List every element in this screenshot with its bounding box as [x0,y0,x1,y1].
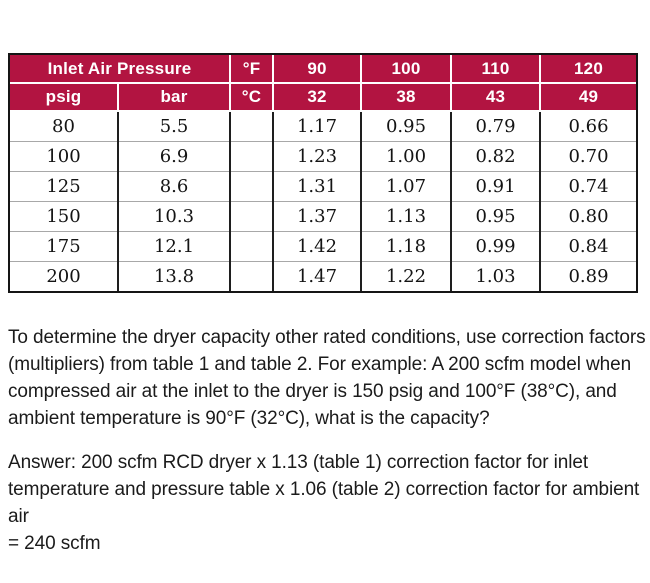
cell-factor: 1.13 [360,200,452,231]
cell-bar: 5.5 [116,111,231,141]
header-temp-c-32: 32 [272,83,362,112]
cell-bar: 8.6 [116,170,231,201]
header-celsius-label: °C [229,83,274,112]
cell-factor: 1.47 [272,260,362,291]
header-bar-label: bar [116,83,231,112]
cell-factor: 1.03 [450,260,541,291]
table-row: 150 10.3 1.37 1.13 0.95 0.80 [10,200,637,231]
header-psig-label: psig [10,83,118,112]
table-header-row-units-c: psig bar °C 32 38 43 49 [10,83,637,112]
cell-factor: 0.99 [450,230,541,261]
table-body: 80 5.5 1.17 0.95 0.79 0.66 100 6.9 1.23 … [10,111,637,291]
answer-paragraph: Answer: 200 scfm RCD dryer x 1.13 (table… [8,449,648,557]
header-inlet-air-pressure: Inlet Air Pressure [10,55,231,84]
cell-bar: 6.9 [116,140,231,171]
cell-blank [229,260,274,291]
cell-factor: 1.22 [360,260,452,291]
header-temp-c-43: 43 [450,83,541,112]
cell-factor: 0.80 [539,200,637,231]
cell-blank [229,200,274,231]
cell-factor: 1.07 [360,170,452,201]
cell-factor: 1.31 [272,170,362,201]
cell-factor: 0.66 [539,111,637,141]
table-row: 100 6.9 1.23 1.00 0.82 0.70 [10,140,637,171]
cell-bar: 10.3 [116,200,231,231]
correction-factor-table: Inlet Air Pressure °F 90 100 110 120 psi… [8,53,638,293]
question-line: To determine the dryer capacity other ra… [8,327,646,348]
cell-factor: 1.23 [272,140,362,171]
cell-blank [229,230,274,261]
cell-psig: 150 [10,200,118,231]
cell-bar: 13.8 [116,260,231,291]
cell-factor: 0.82 [450,140,541,171]
answer-line: = 240 scfm [8,533,101,554]
header-temp-f-110: 110 [450,55,541,84]
cell-factor: 0.95 [360,111,452,141]
cell-factor: 0.70 [539,140,637,171]
cell-psig: 100 [10,140,118,171]
question-line: (multipliers) from table 1 and table 2. … [8,354,632,375]
cell-psig: 175 [10,230,118,261]
table-row: 175 12.1 1.42 1.18 0.99 0.84 [10,230,637,261]
header-temp-c-38: 38 [360,83,452,112]
table-row: 125 8.6 1.31 1.07 0.91 0.74 [10,170,637,201]
cell-factor: 1.00 [360,140,452,171]
cell-psig: 125 [10,170,118,201]
table-row: 80 5.5 1.17 0.95 0.79 0.66 [10,111,637,141]
header-fahrenheit-label: °F [229,55,274,84]
cell-psig: 200 [10,260,118,291]
cell-factor: 0.91 [450,170,541,201]
answer-line: temperature and pressure table x 1.06 (t… [8,479,640,527]
cell-factor: 0.95 [450,200,541,231]
answer-line: Answer: 200 scfm RCD dryer x 1.13 (table… [8,452,589,473]
cell-bar: 12.1 [116,230,231,261]
cell-factor: 1.37 [272,200,362,231]
header-temp-f-100: 100 [360,55,452,84]
cell-factor: 0.89 [539,260,637,291]
cell-factor: 0.84 [539,230,637,261]
question-line: compressed air at the inlet to the dryer… [8,381,617,402]
table-header-row-units-f: Inlet Air Pressure °F 90 100 110 120 [10,55,637,84]
cell-blank [229,111,274,141]
table-header: Inlet Air Pressure °F 90 100 110 120 psi… [10,55,637,112]
question-line: ambient temperature is 90°F (32°C), what… [8,408,490,429]
cell-psig: 80 [10,111,118,141]
header-temp-f-120: 120 [539,55,637,84]
cell-factor: 1.42 [272,230,362,261]
cell-blank [229,140,274,171]
table-row: 200 13.8 1.47 1.22 1.03 0.89 [10,260,637,291]
question-paragraph: To determine the dryer capacity other ra… [8,324,648,432]
cell-factor: 0.74 [539,170,637,201]
cell-factor: 1.18 [360,230,452,261]
cell-factor: 1.17 [272,111,362,141]
cell-blank [229,170,274,201]
header-temp-c-49: 49 [539,83,637,112]
cell-factor: 0.79 [450,111,541,141]
header-temp-f-90: 90 [272,55,362,84]
